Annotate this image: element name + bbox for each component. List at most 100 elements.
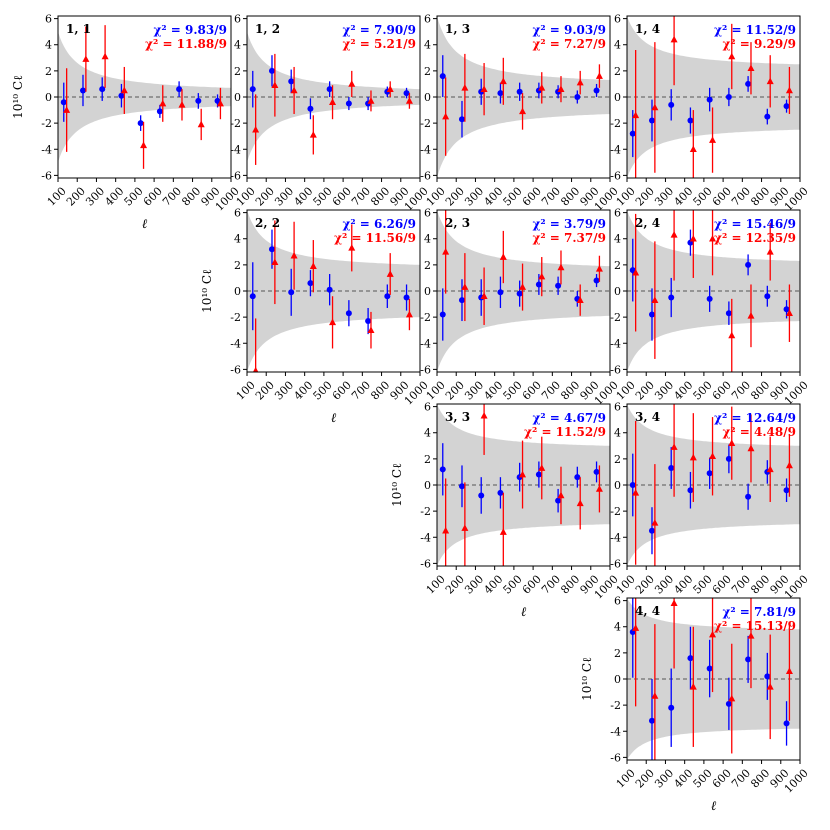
- blue-point: [288, 289, 295, 296]
- panel-label: 1, 4: [635, 22, 660, 36]
- red-point: [538, 464, 546, 471]
- blue-series: [629, 229, 790, 341]
- red-point: [538, 84, 546, 91]
- blue-point: [648, 117, 655, 124]
- x-tick-label: 100: [424, 185, 448, 209]
- red-point: [766, 465, 774, 473]
- x-tick-label: 600: [710, 573, 734, 597]
- y-tick-label: 0: [614, 285, 621, 298]
- blue-point: [384, 293, 391, 300]
- blue-series: [60, 74, 221, 131]
- red-point: [670, 443, 678, 450]
- blue-point: [176, 86, 183, 93]
- chi2-red-label: χ² = 11.56/9: [334, 231, 416, 245]
- y-tick-label: 6: [424, 401, 431, 414]
- x-tick-label: 200: [443, 573, 467, 597]
- blue-point: [706, 470, 713, 477]
- blue-point: [249, 86, 256, 93]
- red-point: [348, 80, 356, 87]
- x-tick-label: 500: [501, 185, 525, 209]
- blue-point: [439, 311, 446, 318]
- blue-point: [706, 295, 713, 302]
- x-tick-label: 300: [272, 185, 296, 209]
- blue-point: [268, 246, 275, 253]
- x-tick-label: 700: [349, 379, 373, 403]
- panel-4-4: -6-4-20246100200300400500600700800900100…: [580, 595, 811, 814]
- red-point: [480, 85, 488, 92]
- chi2-blue-label: χ² = 7.81/9: [722, 605, 796, 619]
- y-tick-label: 4: [424, 427, 431, 440]
- blue-point: [574, 94, 581, 100]
- y-tick-label: -2: [610, 699, 621, 712]
- y-tick-label: 4: [234, 39, 241, 52]
- red-point: [329, 318, 337, 326]
- panel-label: 4, 4: [635, 604, 660, 618]
- x-axis-label: ℓ: [142, 217, 148, 232]
- x-tick-label: 100: [424, 573, 448, 597]
- red-point: [709, 234, 717, 242]
- blue-point: [195, 97, 202, 104]
- y-tick-label: 6: [424, 207, 431, 220]
- red-point: [140, 141, 148, 149]
- red-series: [252, 220, 413, 372]
- red-point: [197, 120, 205, 128]
- blue-point: [249, 293, 256, 300]
- x-tick-label: 200: [633, 573, 657, 597]
- red-point: [499, 253, 507, 260]
- red-point: [576, 78, 584, 86]
- y-tick-label: 4: [424, 233, 431, 246]
- x-tick-label: 500: [122, 185, 146, 209]
- red-point: [538, 272, 546, 280]
- red-point: [557, 491, 565, 499]
- panel-label: 2, 3: [445, 216, 470, 230]
- y-tick-label: -4: [230, 143, 241, 156]
- blue-point: [648, 311, 655, 318]
- y-axis-label: 10¹⁰ Cℓ: [580, 657, 594, 701]
- y-tick-label: 2: [614, 65, 621, 78]
- y-tick-label: -6: [420, 557, 431, 570]
- red-point: [689, 683, 697, 690]
- blue-point: [458, 297, 465, 304]
- panel-label: 2, 4: [635, 216, 660, 230]
- red-point: [461, 524, 469, 531]
- chi2-blue-label: χ² = 4.67/9: [532, 411, 606, 425]
- red-point: [785, 309, 793, 317]
- x-tick-label: 500: [691, 185, 715, 209]
- blue-point: [745, 80, 752, 87]
- blue-point: [725, 94, 732, 100]
- red-point: [576, 296, 584, 303]
- y-tick-label: 6: [614, 207, 621, 220]
- x-tick-label: 400: [481, 573, 505, 597]
- panel-2-2: -6-4-20246100200300400500600700800900100…: [200, 207, 431, 426]
- red-point: [405, 97, 413, 104]
- blue-point: [555, 282, 562, 289]
- y-tick-label: 0: [614, 673, 621, 686]
- blue-point: [764, 673, 771, 680]
- blue-point: [629, 482, 636, 488]
- blue-point: [745, 656, 752, 663]
- x-tick-label: 200: [443, 185, 467, 209]
- y-tick-label: 2: [614, 259, 621, 272]
- chi2-blue-label: χ² = 9.83/9: [153, 23, 227, 37]
- red-point: [689, 145, 697, 153]
- y-tick-label: -6: [41, 169, 52, 182]
- red-point: [442, 248, 450, 255]
- blue-point: [668, 704, 675, 711]
- red-point: [386, 270, 394, 277]
- x-tick-label: 800: [748, 185, 772, 209]
- red-point: [252, 125, 260, 133]
- y-tick-label: -2: [230, 311, 241, 324]
- y-tick-label: -2: [610, 505, 621, 518]
- y-tick-label: 2: [45, 65, 52, 78]
- red-point: [747, 312, 755, 319]
- y-tick-label: -4: [420, 337, 431, 350]
- red-series: [63, 25, 224, 169]
- x-tick-label: 200: [633, 185, 657, 209]
- x-tick-label: 400: [481, 379, 505, 403]
- chi2-red-label: χ² = 9.29/9: [722, 37, 796, 51]
- blue-point: [345, 100, 352, 107]
- blue-point: [478, 492, 485, 499]
- x-tick-label: 200: [443, 379, 467, 403]
- chi2-red-label: χ² = 12.35/9: [714, 231, 796, 245]
- red-series: [632, 598, 793, 760]
